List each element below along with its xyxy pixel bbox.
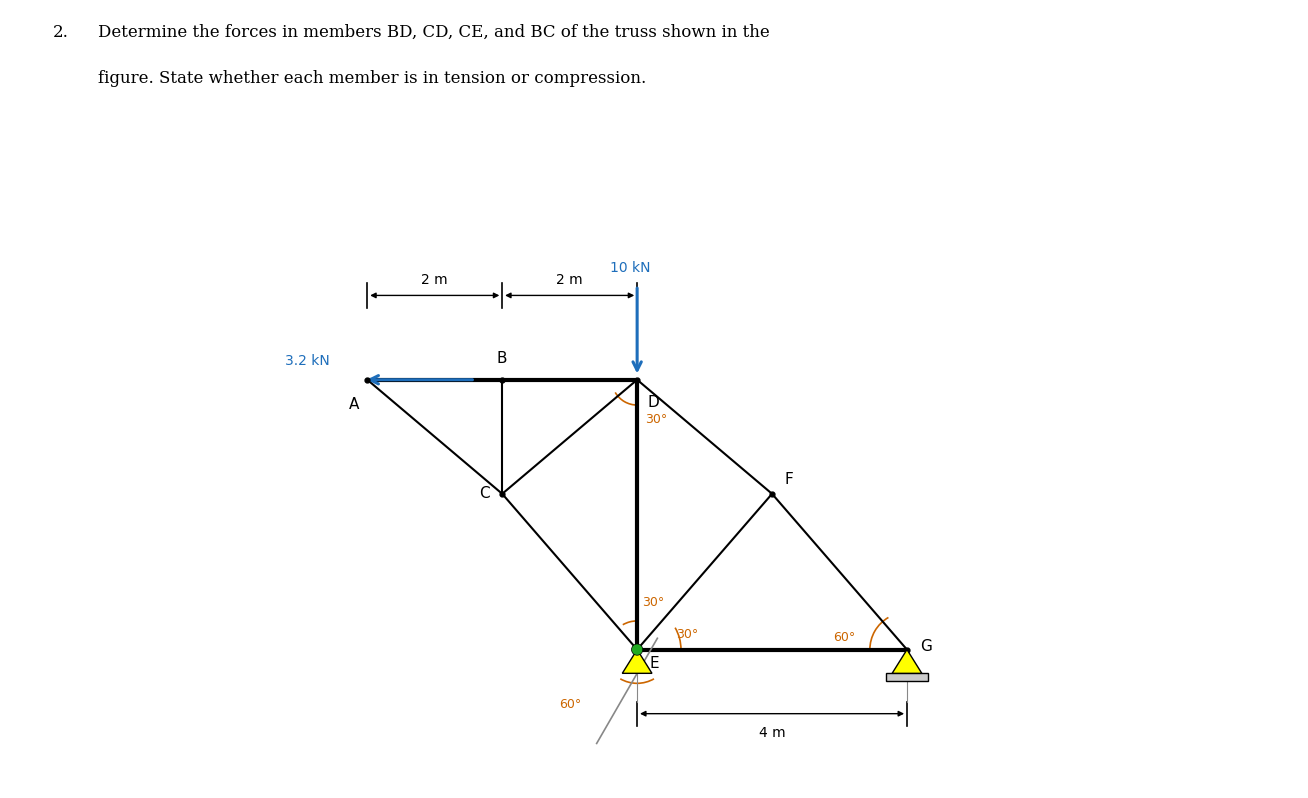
- Circle shape: [632, 644, 642, 655]
- Text: 2 m: 2 m: [556, 274, 583, 287]
- Text: 4 m: 4 m: [759, 726, 785, 740]
- Text: E: E: [649, 656, 659, 671]
- Text: D: D: [647, 394, 659, 409]
- Text: G: G: [921, 638, 933, 654]
- Text: B: B: [497, 351, 508, 366]
- Polygon shape: [623, 650, 651, 674]
- Text: Determine the forces in members BD, CD, CE, and BC of the truss shown in the: Determine the forces in members BD, CD, …: [98, 24, 770, 41]
- Text: 2.: 2.: [52, 24, 68, 41]
- Text: 2 m: 2 m: [421, 274, 449, 287]
- Text: figure. State whether each member is in tension or compression.: figure. State whether each member is in …: [98, 70, 646, 87]
- Text: 30°: 30°: [645, 413, 667, 426]
- Text: C: C: [480, 486, 490, 501]
- Text: 30°: 30°: [676, 629, 698, 642]
- Text: 10 kN: 10 kN: [610, 261, 650, 275]
- Text: F: F: [785, 472, 793, 487]
- Polygon shape: [892, 650, 922, 674]
- Text: A: A: [349, 397, 360, 412]
- Text: 3.2 kN: 3.2 kN: [285, 354, 330, 368]
- Text: 60°: 60°: [833, 631, 855, 644]
- Text: 60°: 60°: [560, 698, 582, 711]
- Text: 30°: 30°: [642, 596, 664, 609]
- Bar: [887, 674, 927, 681]
